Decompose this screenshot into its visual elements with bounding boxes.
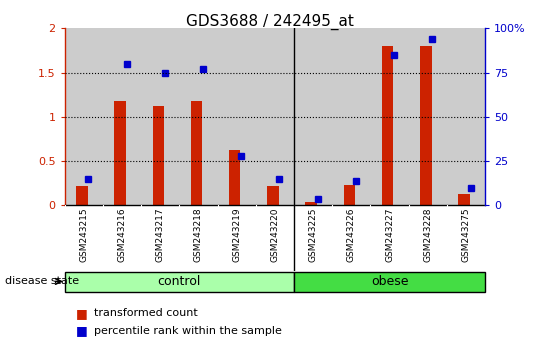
Bar <box>141 28 179 205</box>
Text: GSM243225: GSM243225 <box>309 207 317 262</box>
Bar <box>65 272 294 292</box>
Text: GSM243219: GSM243219 <box>232 207 241 262</box>
Bar <box>306 202 317 205</box>
Text: GSM243218: GSM243218 <box>194 207 203 262</box>
Text: GSM243226: GSM243226 <box>347 207 356 262</box>
Bar <box>229 149 240 205</box>
Text: ■: ■ <box>75 307 87 320</box>
Text: GDS3688 / 242495_at: GDS3688 / 242495_at <box>185 14 354 30</box>
Bar <box>382 46 393 205</box>
Bar <box>267 186 279 205</box>
Text: ■: ■ <box>75 325 87 337</box>
Bar <box>447 28 485 205</box>
Bar <box>114 101 126 205</box>
Bar <box>179 28 218 205</box>
Text: GSM243227: GSM243227 <box>385 207 394 262</box>
Bar <box>256 28 294 205</box>
Bar <box>344 185 355 205</box>
Text: transformed count: transformed count <box>94 308 198 318</box>
Bar <box>294 28 332 205</box>
Bar <box>191 101 202 205</box>
Text: GSM243220: GSM243220 <box>271 207 279 262</box>
Text: obese: obese <box>371 275 409 288</box>
Bar <box>409 28 447 205</box>
Bar <box>332 28 370 205</box>
Text: percentile rank within the sample: percentile rank within the sample <box>94 326 282 336</box>
Bar <box>65 28 103 205</box>
Text: GSM243217: GSM243217 <box>156 207 165 262</box>
Bar <box>420 46 432 205</box>
Text: GSM243275: GSM243275 <box>461 207 471 262</box>
Text: disease state: disease state <box>5 276 80 286</box>
Bar <box>103 28 141 205</box>
Text: GSM243216: GSM243216 <box>118 207 127 262</box>
Bar <box>294 272 485 292</box>
Text: GSM243228: GSM243228 <box>423 207 432 262</box>
Text: GSM243215: GSM243215 <box>79 207 88 262</box>
Bar <box>218 28 256 205</box>
Bar <box>153 106 164 205</box>
Bar <box>76 186 88 205</box>
Bar <box>370 28 409 205</box>
Text: control: control <box>157 275 201 288</box>
Bar <box>458 194 470 205</box>
